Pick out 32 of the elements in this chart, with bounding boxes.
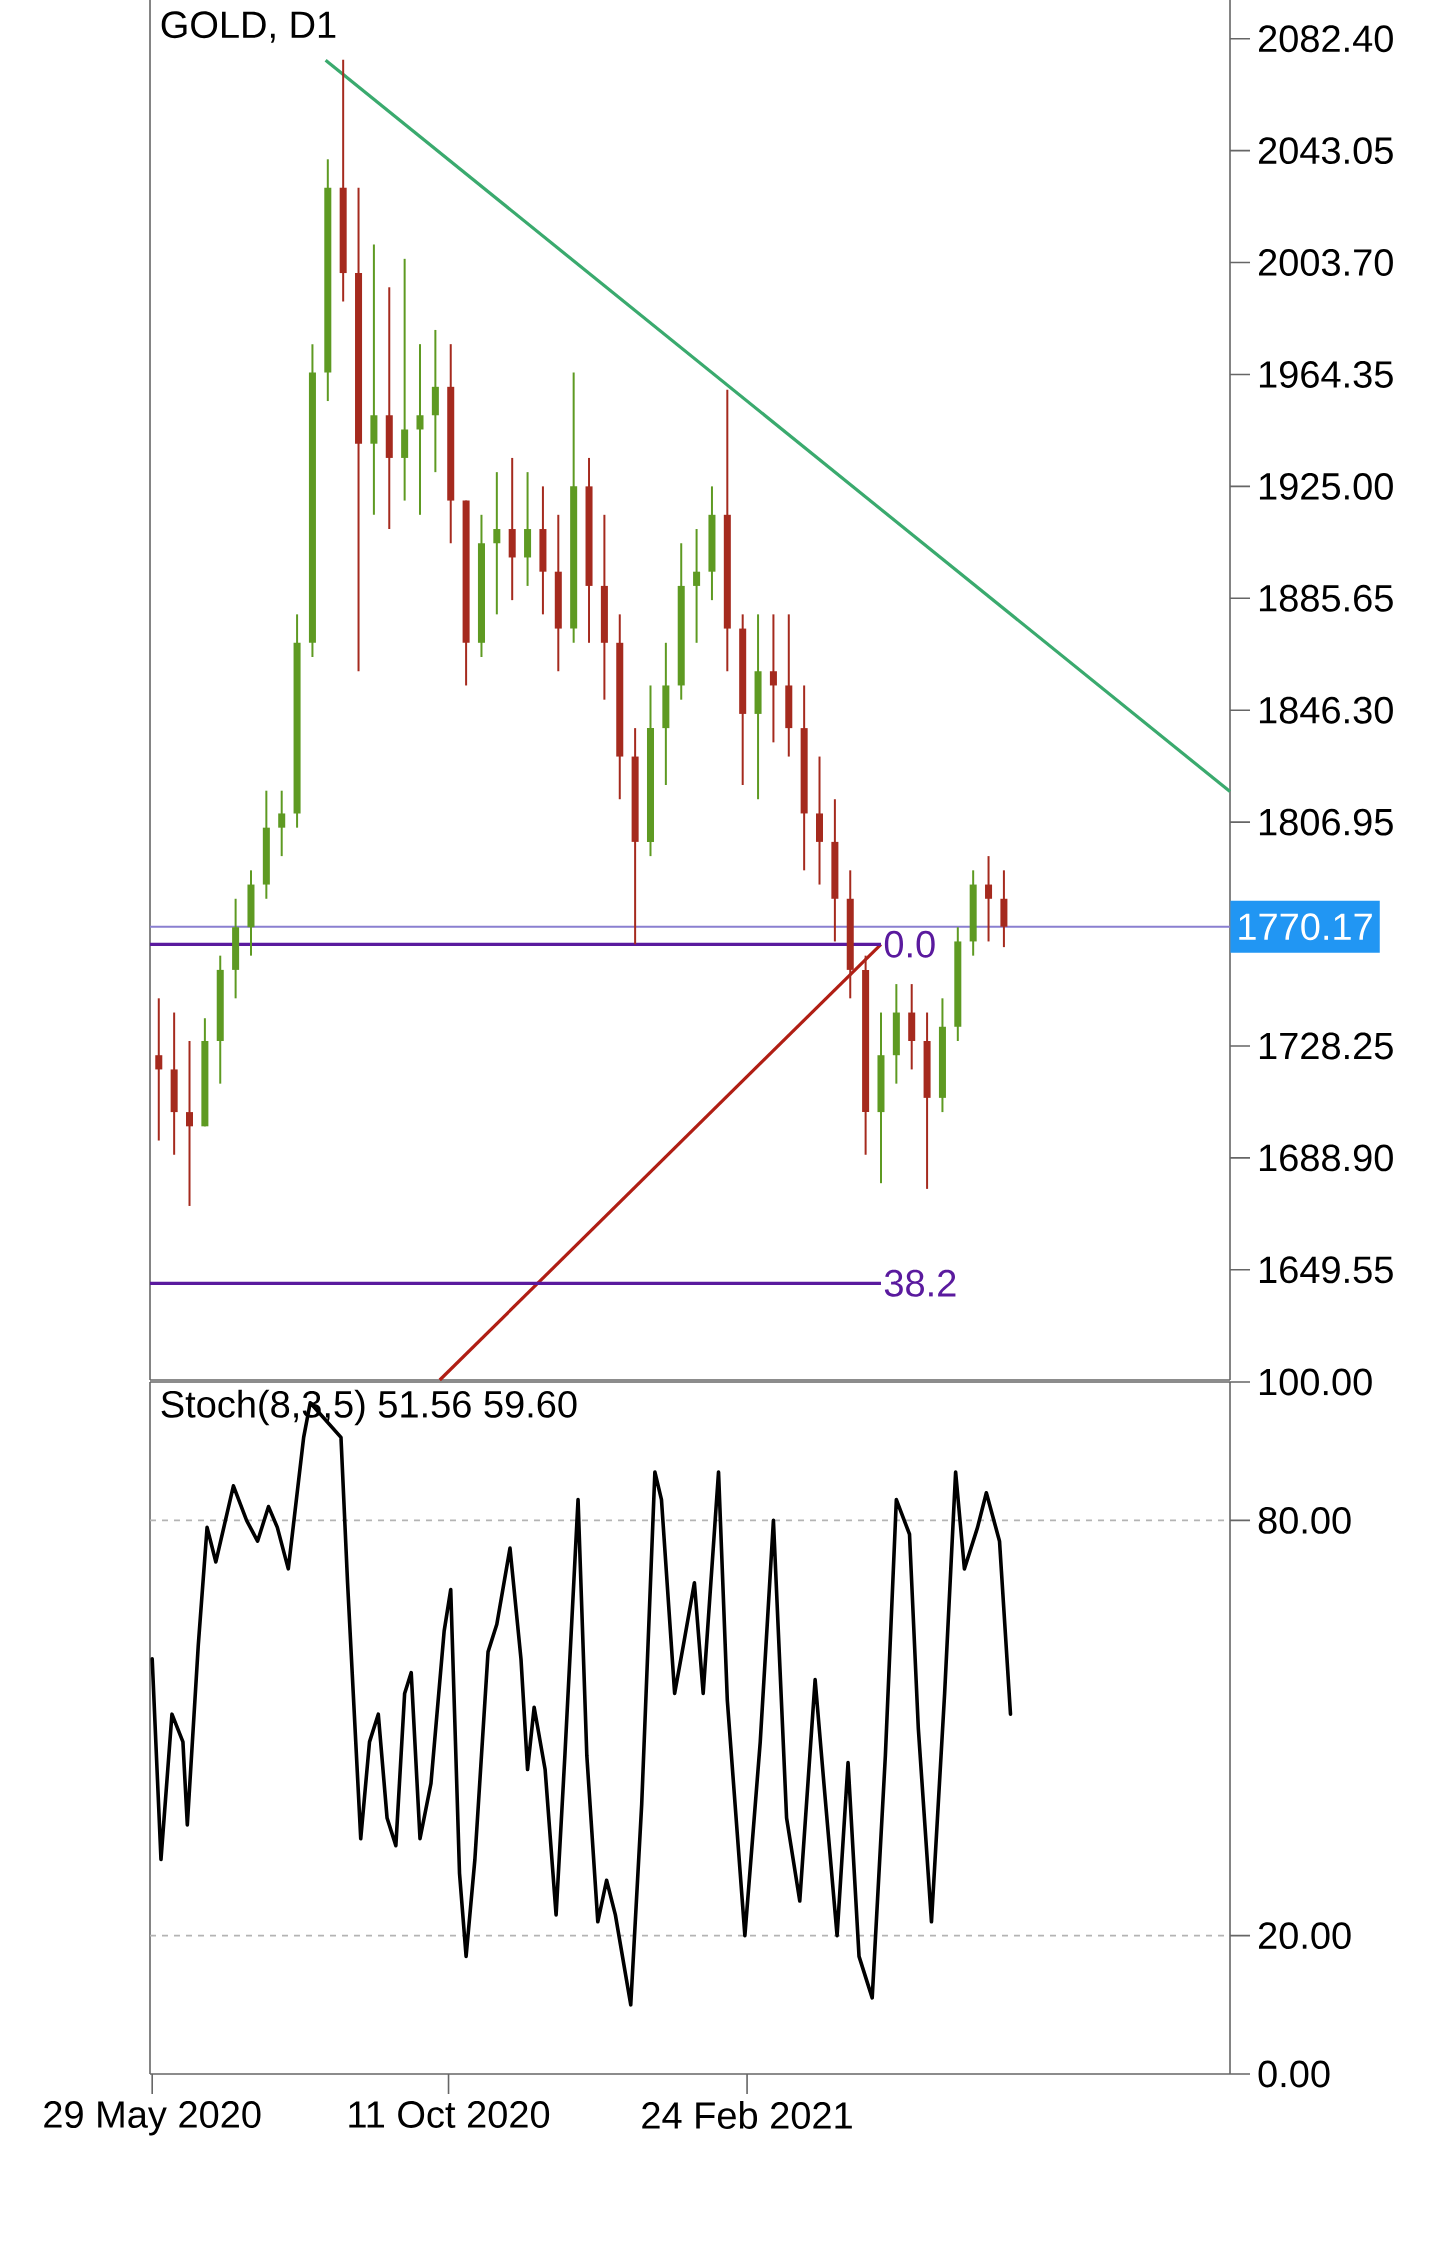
candlestick	[985, 855, 993, 943]
y-tick-label: 1925.00	[1259, 472, 1393, 500]
series-label: 38.2	[884, 1269, 956, 1297]
y-tick-label: 80.00	[1258, 1506, 1351, 1534]
y-tick-label: 1964.35	[1259, 361, 1393, 388]
candlestick	[493, 471, 501, 616]
y-tick-label: 20.00	[1258, 1922, 1351, 1950]
candlestick	[416, 343, 424, 516]
ref-line-label: 1770.17	[1239, 913, 1372, 941]
y-tick-label: 2043.05	[1258, 137, 1393, 165]
candlestick	[278, 789, 286, 858]
candlestick	[693, 528, 701, 644]
y-tick-label: 0.00	[1258, 2060, 1330, 2088]
candlestick	[769, 613, 777, 744]
y-tick-label: 1806.95	[1259, 808, 1393, 836]
y-tick-label: 1649.55	[1259, 1256, 1393, 1284]
series-label: 0.0	[884, 930, 935, 958]
chart-title: GOLD, D1	[161, 11, 336, 43]
x-tick-label: 24 Feb 2021	[642, 2101, 852, 2129]
y-tick-label: 2003.70	[1258, 249, 1393, 276]
y-tick-label: 1728.25	[1259, 1032, 1393, 1060]
y-tick-label: 1846.30	[1259, 696, 1393, 724]
y-tick-label: 100.00	[1259, 1368, 1372, 1396]
y-tick-label: 1885.65	[1259, 584, 1393, 612]
candlestick	[370, 243, 378, 516]
x-tick-label: 29 May 2020	[44, 2101, 261, 2136]
candlestick	[186, 1039, 194, 1207]
candlestick	[155, 997, 163, 1142]
x-tick-label: 11 Oct 2020	[349, 2101, 550, 2128]
candlestick	[401, 257, 409, 502]
y-tick-label: 1688.90	[1259, 1144, 1393, 1172]
y-tick-label: 2082.40	[1258, 25, 1393, 53]
